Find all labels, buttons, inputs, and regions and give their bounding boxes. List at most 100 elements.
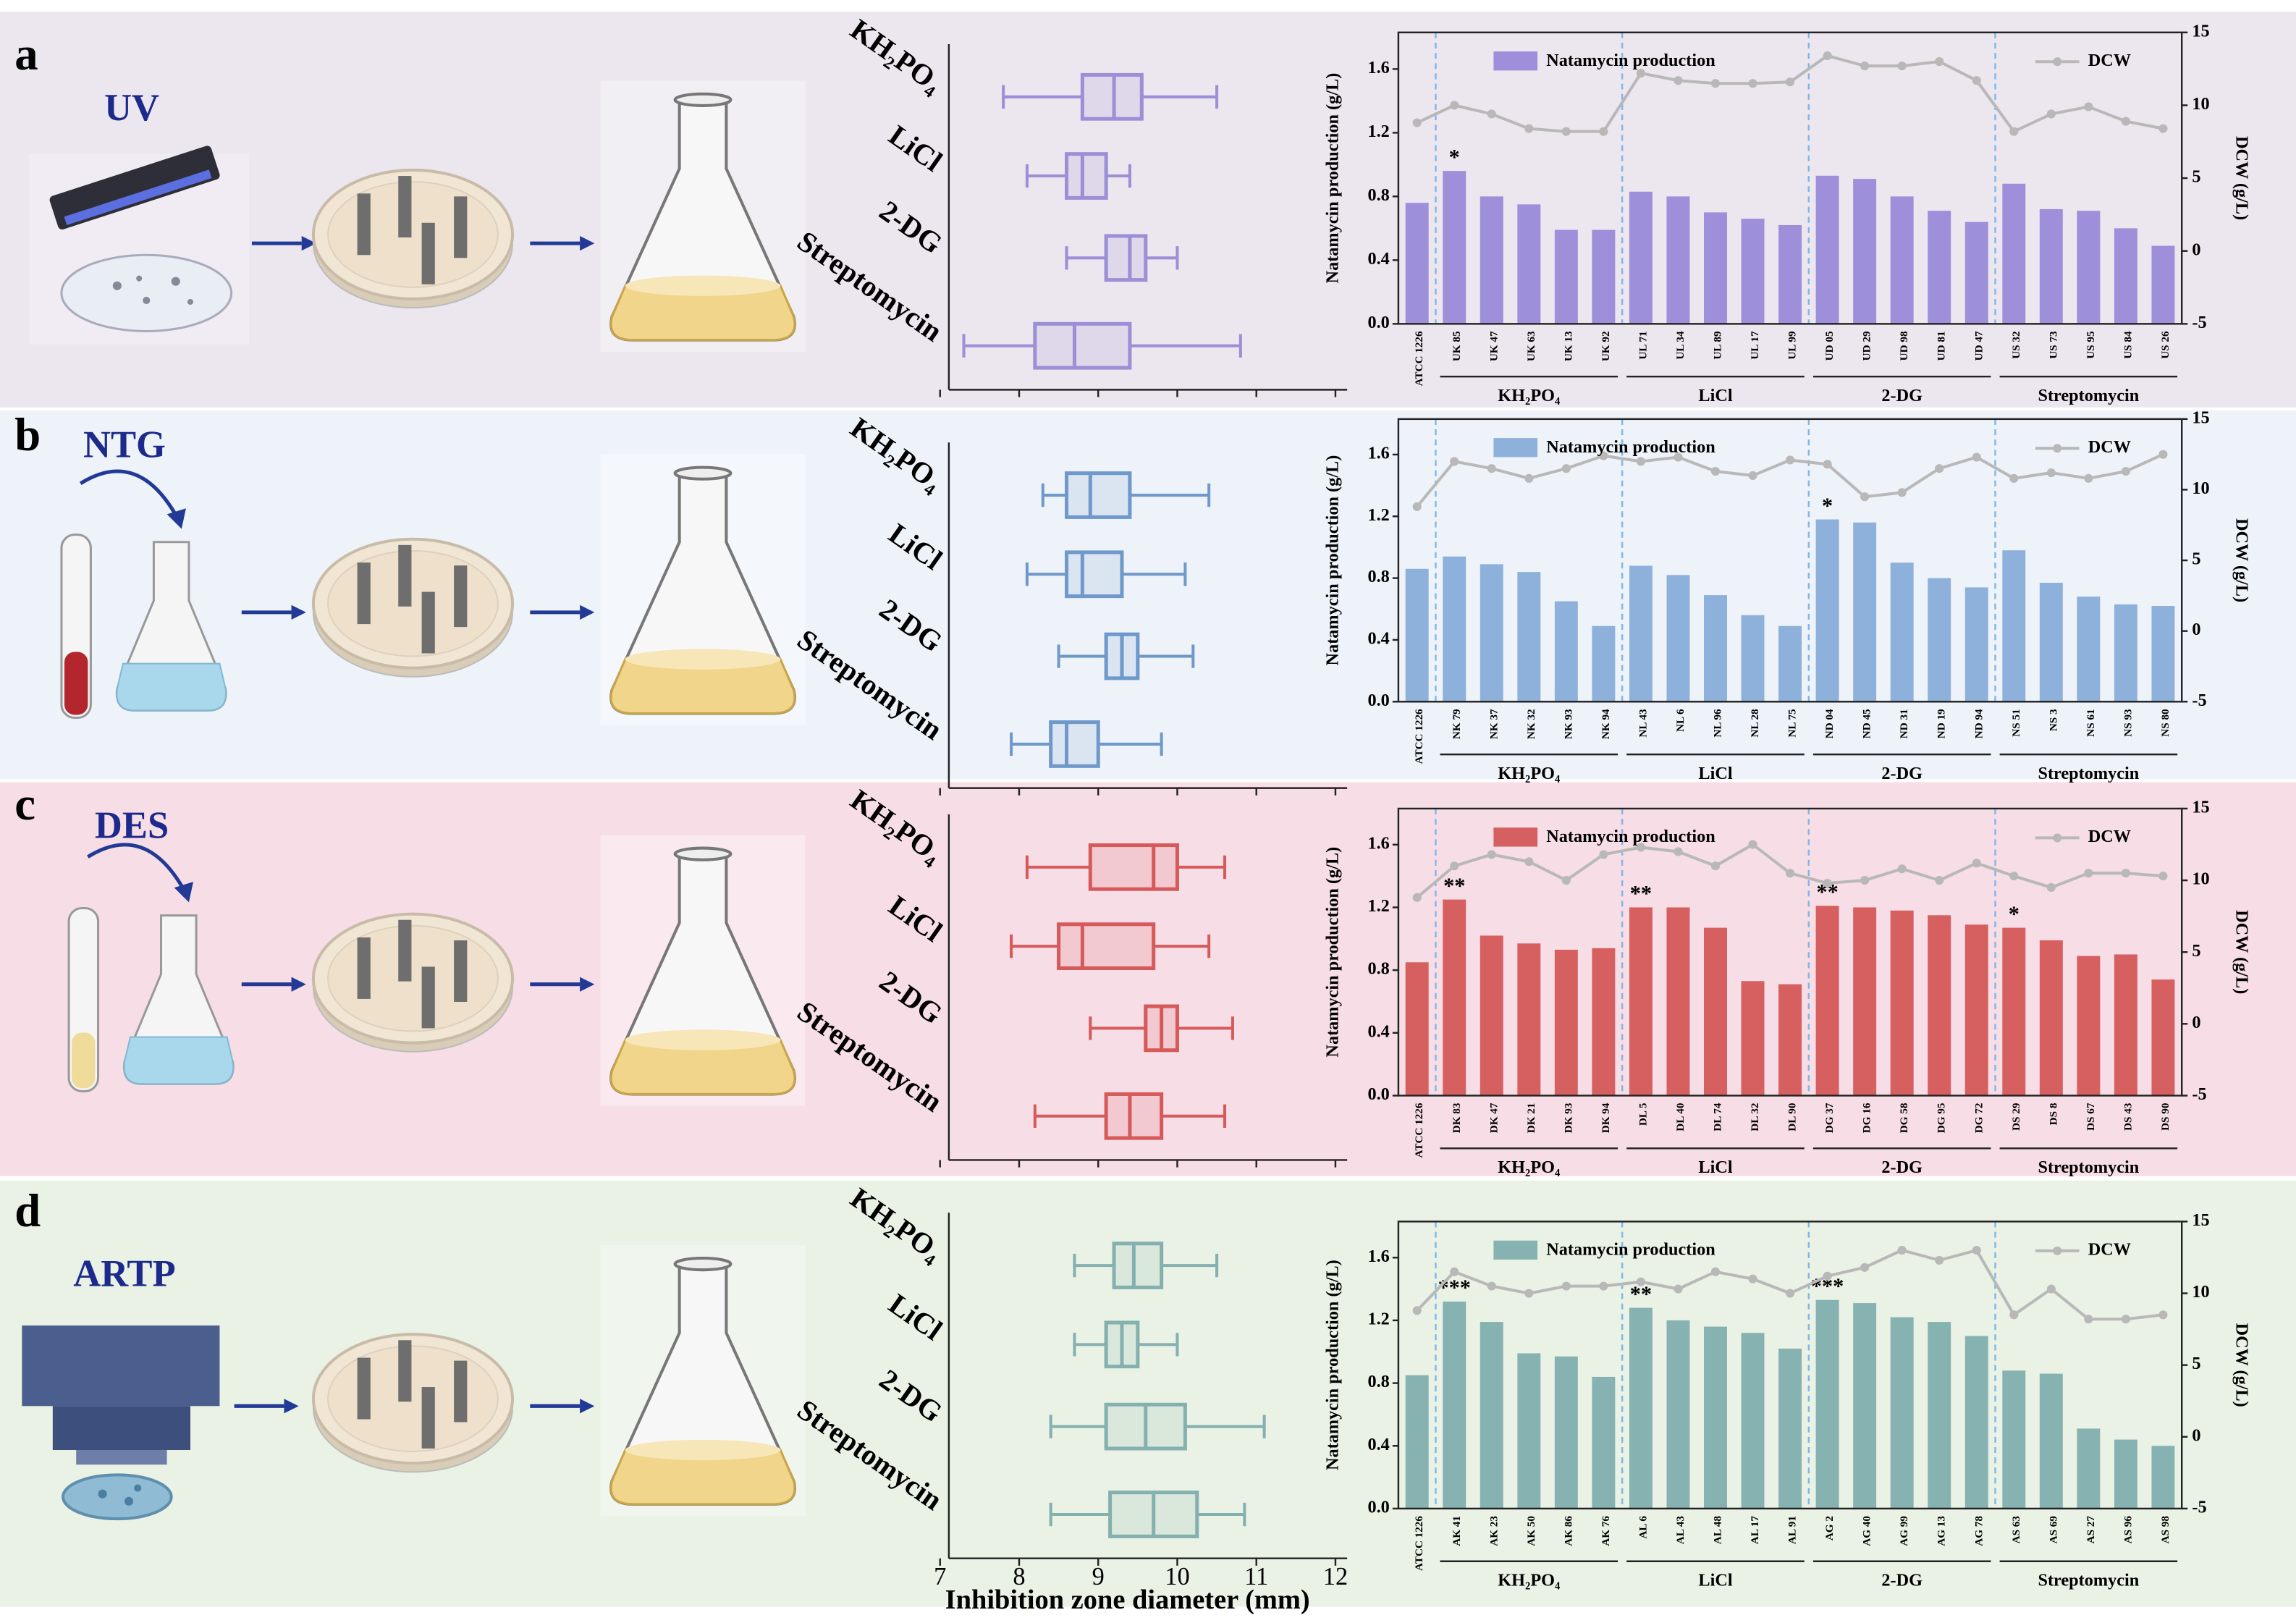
x-tick-label: AL 48 [1712, 1516, 1724, 1545]
group-label: Streptomycin [2038, 386, 2139, 405]
dcw-point [1935, 1255, 1944, 1265]
y-tick-label: 0.0 [1367, 691, 1389, 710]
box [1064, 471, 1132, 519]
bar [1405, 568, 1429, 702]
x-tick-label: NS 3 [2047, 709, 2059, 731]
method-label: NTG [83, 423, 166, 465]
x-tick-label: AS 63 [2010, 1516, 2022, 1544]
dcw-point [1450, 861, 1459, 871]
x-tick-label: US 32 [2010, 331, 2022, 358]
dcw-point [1710, 1267, 1721, 1276]
bar [1517, 204, 1541, 324]
box [1064, 550, 1124, 599]
bar [1592, 1376, 1616, 1509]
dcw-point [1412, 1306, 1422, 1315]
y2-tick-label: 0 [2192, 1425, 2200, 1445]
dcw-point [1599, 451, 1608, 460]
significance: ** [1443, 873, 1465, 898]
y-axis-label: Natamycin production (g/L) [1322, 455, 1342, 666]
dcw-point [1561, 127, 1571, 136]
dcw-point [1860, 1262, 1870, 1272]
group-label: KH₂PO₄ [1498, 386, 1561, 405]
x-tick-label: DS 90 [2159, 1103, 2172, 1131]
y2-tick-label: 15 [2192, 408, 2209, 427]
x-tick-label: AG 40 [1861, 1516, 1873, 1546]
y2-tick-label: 10 [2192, 1282, 2209, 1302]
bar [1964, 587, 1988, 702]
dcw-point [1636, 69, 1645, 78]
y2-tick-label: 0 [2192, 240, 2200, 259]
group-label: KH₂PO₄ [1498, 1571, 1561, 1590]
dcw-point [1674, 847, 1683, 856]
method-label: ARTP [73, 1252, 175, 1294]
y-tick-label: 1.2 [1367, 896, 1389, 916]
y2-tick-label: -5 [2192, 313, 2206, 332]
box [1112, 1242, 1164, 1289]
legend-label: DCW [2088, 1239, 2131, 1259]
x-tick-label: DS 8 [2047, 1103, 2059, 1125]
legend-label: DCW [2088, 51, 2131, 70]
dcw-point [2009, 872, 2019, 881]
panel-label: d [14, 1185, 41, 1237]
bar [1928, 915, 1951, 1096]
x-tick-label: AK 23 [1487, 1516, 1500, 1546]
dcw-point [1674, 76, 1683, 85]
bar [1629, 565, 1653, 702]
dcw-point [1860, 492, 1870, 502]
bar [1890, 562, 1914, 702]
bar [1666, 1320, 1690, 1509]
bar [1517, 572, 1541, 702]
dcw-point [1897, 864, 1907, 874]
bar [1554, 229, 1578, 324]
bar [2002, 1370, 2026, 1509]
x-tick-label: AL 17 [1749, 1516, 1761, 1545]
y2-tick-label: 5 [2192, 549, 2200, 569]
x-tick-label: 8 [1013, 1563, 1025, 1590]
dcw-point [2009, 127, 2019, 136]
bar [2114, 1439, 2137, 1509]
y2-axis-label: DCW (g/L) [2232, 1323, 2252, 1407]
dcw-point [2046, 1284, 2056, 1294]
dcw-point [1487, 1281, 1496, 1291]
dcw-point [1823, 1271, 1832, 1281]
x-tick-label: AG 78 [1972, 1516, 1985, 1546]
x-tick-label: DL 74 [1712, 1103, 1724, 1131]
bar [1853, 1303, 1877, 1509]
y-axis-label: Natamycin production (g/L) [1322, 73, 1342, 284]
x-tick-label: NL 43 [1637, 709, 1649, 738]
group-label: Streptomycin [2038, 1571, 2139, 1590]
bar [1815, 519, 1839, 702]
bar [2114, 228, 2137, 324]
y-tick-label: 1.2 [1367, 122, 1389, 141]
x-tick-label: UL 71 [1637, 331, 1649, 359]
bar [2114, 954, 2137, 1096]
bar [1815, 906, 1839, 1096]
y2-tick-label: 15 [2192, 798, 2209, 817]
dcw-point [1748, 79, 1757, 88]
dcw-point [2158, 450, 2168, 459]
bar [1629, 907, 1653, 1096]
bar [1517, 1353, 1541, 1509]
x-tick-label: AS 96 [2122, 1516, 2134, 1544]
x-tick-label: NS 51 [2010, 709, 2022, 736]
x-tick-label: AL 43 [1674, 1516, 1687, 1545]
dcw-point [1935, 56, 1944, 67]
dcw-point [1412, 893, 1422, 902]
x-tick-label: US 26 [2159, 331, 2172, 359]
x-tick-label: AL 91 [1786, 1516, 1799, 1544]
box [1049, 720, 1100, 768]
x-tick-label: UL 17 [1749, 331, 1761, 360]
bar [1853, 522, 1877, 702]
dcw-point [1710, 861, 1721, 871]
x-axis-label: Inhibition zone diameter (mm) [945, 1585, 1310, 1615]
x-tick-label: AS 98 [2159, 1516, 2172, 1544]
y2-tick-label: 10 [2192, 869, 2209, 889]
x-tick-label: NL 6 [1674, 709, 1687, 732]
x-tick-label: UD 29 [1861, 331, 1873, 361]
bar [2151, 1446, 2175, 1509]
dcw-point [1450, 1267, 1459, 1276]
dcw-point [1524, 124, 1534, 133]
bar [1853, 179, 1877, 324]
x-tick-label: UL 99 [1786, 331, 1799, 360]
dcw-point [1710, 467, 1721, 476]
